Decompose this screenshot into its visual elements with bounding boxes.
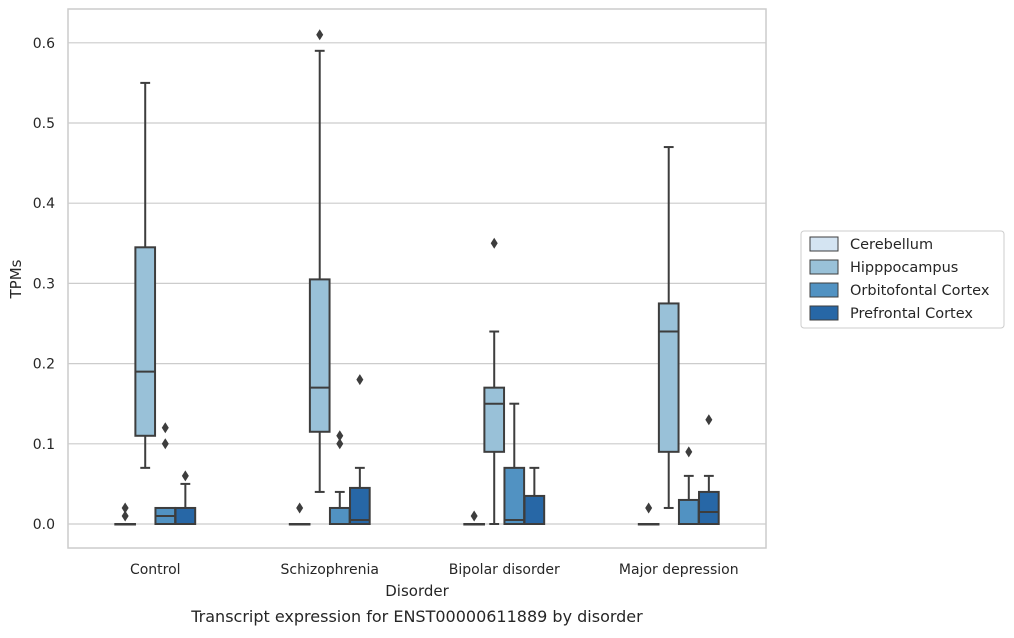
- y-tick-labels: 0.0 0.1 0.2 0.3 0.4 0.5 0.6: [33, 36, 55, 533]
- outlier-marker: [645, 502, 653, 514]
- box: [308, 278, 331, 433]
- box: [698, 490, 720, 526]
- legend-label: Prefrontal Cortex: [850, 306, 973, 322]
- outlier-marker: [490, 237, 498, 249]
- outlier-marker: [296, 502, 304, 514]
- box-series: [114, 29, 720, 526]
- outlier-marker: [161, 422, 169, 434]
- series-group: [114, 502, 660, 526]
- outlier-marker: [161, 438, 169, 450]
- outlier-marker: [316, 29, 324, 41]
- series-group: [154, 402, 700, 526]
- outlier-marker: [685, 446, 693, 458]
- series-group: [174, 374, 720, 526]
- x-tick-labels: Control Schizophrenia Bipolar disorder Majo…: [130, 562, 739, 578]
- box: [523, 494, 546, 525]
- y-tick-label: 0.3: [33, 276, 55, 292]
- y-tick-label: 0.2: [33, 357, 55, 373]
- box: [677, 498, 700, 526]
- y-tick-label: 0.0: [33, 517, 55, 533]
- box: [349, 486, 371, 526]
- plot-frame: [67, 8, 767, 549]
- y-tick-label: 0.1: [33, 437, 55, 453]
- legend-frame: [800, 230, 1005, 329]
- box: [328, 506, 351, 525]
- series-group: [134, 29, 680, 525]
- box: [503, 466, 526, 525]
- y-axis-label: TPMs: [7, 259, 25, 299]
- x-tick-label: Bipolar disorder: [449, 562, 560, 578]
- grid-lines: [68, 42, 766, 525]
- legend-label: Orbitofontal Cortex: [850, 283, 990, 299]
- legend-swatch: [809, 259, 839, 275]
- legend-swatch: [809, 236, 839, 252]
- y-tick-label: 0.6: [33, 36, 55, 52]
- outlier-marker: [121, 502, 129, 514]
- y-tick-label: 0.4: [33, 196, 55, 212]
- outlier-marker: [121, 510, 129, 522]
- outlier-marker: [181, 470, 189, 482]
- chart-caption: Transcript expression for ENST0000061188…: [190, 607, 643, 626]
- box: [657, 302, 680, 453]
- x-tick-label: Control: [130, 562, 181, 578]
- legend: Cerebellum Hipppocampus Orbitofontal Corte…: [800, 230, 1005, 329]
- legend-items: Cerebellum Hipppocampus Orbitofontal Corte…: [809, 236, 990, 322]
- outlier-marker: [470, 510, 478, 522]
- y-tick-label: 0.5: [33, 116, 55, 132]
- outlier-marker: [705, 414, 713, 426]
- box: [174, 506, 197, 525]
- legend-label: Hipppocampus: [850, 260, 958, 276]
- x-axis-label: Disorder: [385, 582, 449, 600]
- outlier-marker: [336, 430, 344, 442]
- legend-label: Cerebellum: [850, 237, 933, 253]
- box: [483, 386, 506, 453]
- outlier-marker: [336, 438, 344, 450]
- legend-swatch: [809, 282, 839, 298]
- x-tick-label: Major depression: [619, 562, 739, 578]
- legend-swatch: [809, 305, 839, 321]
- box: [134, 246, 157, 437]
- outlier-marker: [356, 374, 364, 386]
- x-tick-label: Schizophrenia: [281, 562, 379, 578]
